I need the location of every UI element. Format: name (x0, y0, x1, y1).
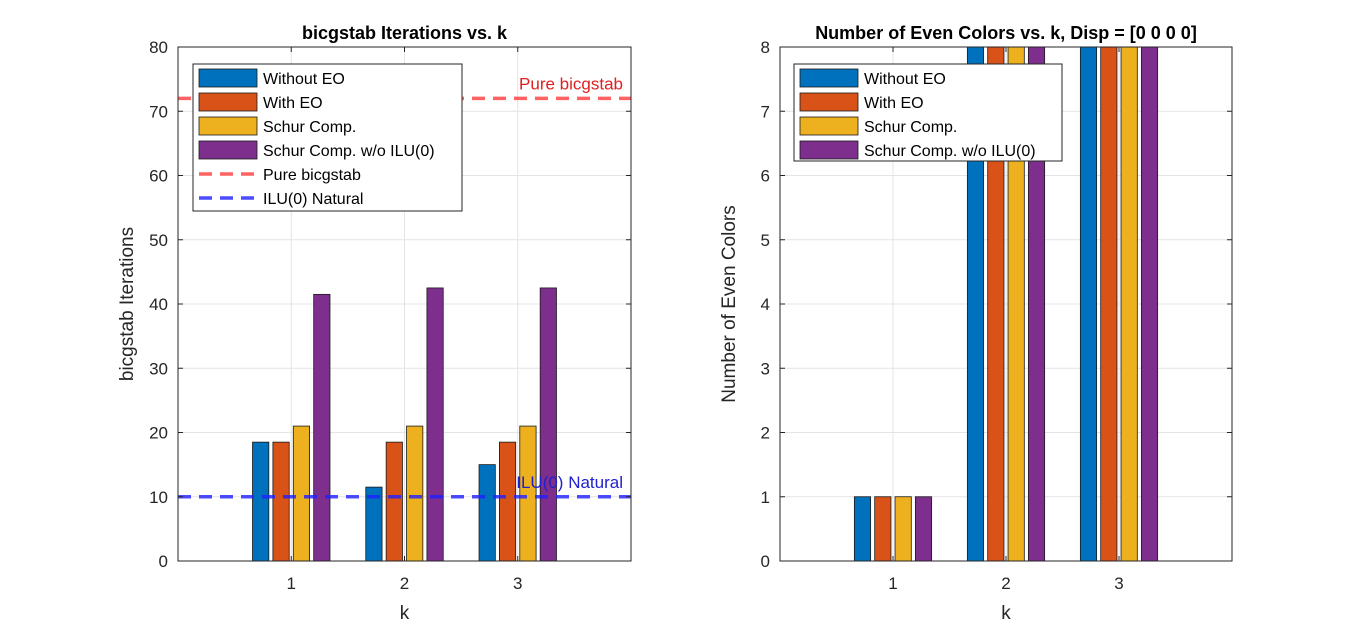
y-tick-label: 1 (761, 488, 770, 507)
bar-s4-k3 (1140, 46, 1159, 562)
bar-s3-k1 (894, 496, 912, 562)
x-axis-label: k (1001, 603, 1011, 624)
x-tick-label: 2 (1001, 574, 1010, 593)
bar-s2-k1 (272, 441, 290, 562)
bar-s3-k3 (519, 425, 537, 562)
legend-swatch (198, 68, 258, 88)
legend-swatch (799, 140, 859, 160)
bar-s2-k3 (499, 441, 517, 562)
x-axis-label: k (400, 603, 410, 624)
legend-swatch (198, 140, 258, 160)
legend-label: Without EO (263, 71, 345, 88)
x-tick-label: 3 (1114, 574, 1123, 593)
legend-label: With EO (263, 95, 323, 112)
bar-s3-k1 (292, 425, 310, 562)
bar-s4-k1 (313, 293, 331, 562)
bar-s1-k3 (478, 464, 496, 562)
y-tick-label: 0 (761, 552, 770, 571)
y-tick-label: 30 (149, 359, 168, 378)
y-tick-label: 10 (149, 488, 168, 507)
y-tick-label: 20 (149, 424, 168, 443)
legend-swatch (799, 68, 859, 88)
y-tick-label: 70 (149, 102, 168, 121)
x-tick-label: 3 (513, 574, 522, 593)
legend-label: Without EO (864, 71, 946, 88)
legend-swatch (198, 116, 258, 136)
chart-title: Number of Even Colors vs. k, Disp = [0 0… (815, 23, 1197, 43)
y-tick-label: 60 (149, 167, 168, 186)
legend-label: Schur Comp. (263, 119, 356, 136)
bar-s1-k1 (252, 441, 270, 562)
legend: Without EO With EO Schur Comp. Schur Comp. … (793, 63, 1063, 162)
y-tick-label: 5 (761, 231, 770, 250)
legend-label: With EO (864, 95, 924, 112)
legend-swatch (799, 92, 859, 112)
x-tick-label: 1 (888, 574, 897, 593)
bar-s2-k1 (874, 496, 892, 562)
y-tick-label: 0 (159, 552, 168, 571)
y-tick-label: 50 (149, 231, 168, 250)
legend-label: ILU(0) Natural (263, 191, 363, 208)
bar-s1-k3 (1079, 46, 1098, 562)
bar-s2-k2 (385, 441, 403, 562)
legend-label: Pure bicgstab (263, 167, 361, 184)
y-tick-label: 40 (149, 295, 168, 314)
bar-s3-k3 (1120, 46, 1138, 562)
legend: Without EO With EO Schur Comp. Schur Comp. … (192, 63, 463, 212)
reference-label-pure-bicgstab: Pure bicgstab (519, 74, 623, 93)
y-tick-label: 2 (761, 424, 770, 443)
legend-label: Schur Comp. (864, 119, 957, 136)
y-tick-label: 3 (761, 359, 770, 378)
bar-s4-k2 (426, 287, 444, 562)
y-tick-label: 7 (761, 102, 770, 121)
legend-label: Schur Comp. w/o ILU(0) (263, 143, 435, 160)
bar-s2-k3 (1100, 46, 1118, 562)
reference-label-ilu0-natural: ILU(0) Natural (516, 473, 623, 492)
chart-panel-2: 0 1 2 3 4 5 6 7 8 1 2 3 Number of Even Colors vs. k,… (719, 23, 1233, 624)
y-tick-label: 6 (761, 167, 770, 186)
y-tick-label: 4 (761, 295, 770, 314)
y-axis-label: bicgstab Iterations (117, 227, 138, 381)
x-tick-label: 2 (400, 574, 409, 593)
chart-title: bicgstab Iterations vs. k (302, 23, 508, 43)
legend-label: Schur Comp. w/o ILU(0) (864, 143, 1036, 160)
bar-s1-k1 (853, 496, 872, 562)
y-tick-label: 80 (149, 38, 168, 57)
bar-s3-k2 (406, 425, 424, 562)
y-axis-label: Number of Even Colors (719, 205, 740, 402)
x-tick-label: 1 (287, 574, 296, 593)
bar-s4-k3 (539, 287, 557, 562)
legend-swatch (198, 92, 258, 112)
bar-s4-k1 (914, 496, 933, 562)
chart-panel-1: Pure bicgstab ILU(0) Natural 0 10 20 30 40 50 60… (117, 23, 632, 624)
y-tick-label: 8 (761, 38, 770, 57)
legend-box (192, 63, 463, 212)
legend-swatch (799, 116, 859, 136)
